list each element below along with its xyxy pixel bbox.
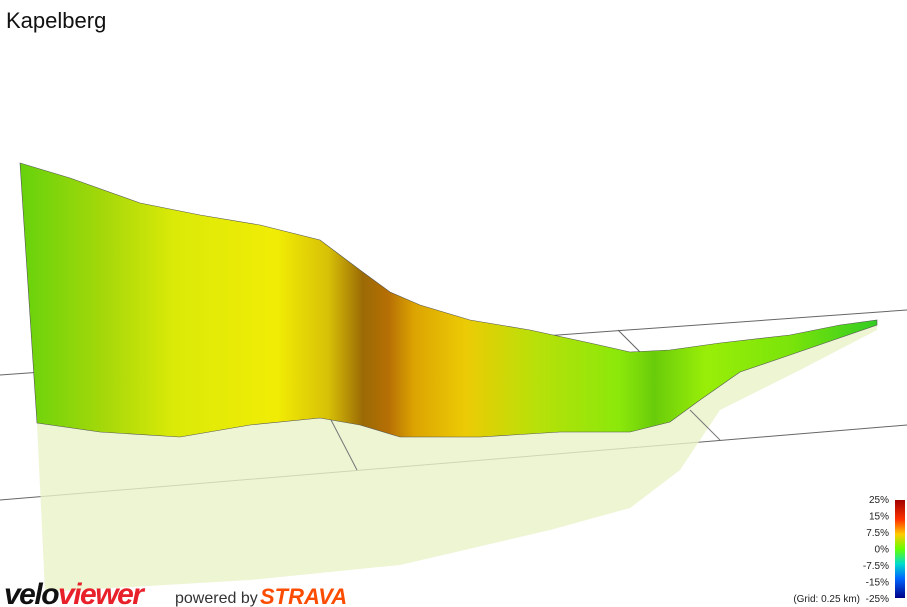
legend-label: -7.5%	[863, 561, 889, 572]
legend: 25% 15% 7.5% 0% -7.5% -15% -25%	[863, 495, 889, 605]
grid-line	[329, 417, 358, 471]
logo-viewer: viewer	[58, 578, 146, 607]
grid-note: (Grid: 0.25 km)	[793, 594, 860, 605]
logo: veloviewer	[4, 578, 146, 607]
logo-velo: velo	[4, 578, 59, 607]
legend-label: 15%	[869, 512, 889, 523]
legend-label: 7.5%	[866, 528, 889, 539]
gradient-scale	[895, 500, 905, 598]
grid-line	[617, 329, 641, 353]
title: Kapelberg	[6, 8, 106, 33]
grid-line	[689, 409, 721, 441]
legend-label: -15%	[866, 578, 889, 589]
legend-label: -25%	[866, 594, 889, 605]
profile-shadow	[37, 325, 877, 592]
elevation-profile	[19, 162, 878, 438]
powered-by: powered by	[175, 590, 258, 607]
legend-label: 0%	[875, 545, 890, 556]
legend-label: 25%	[869, 495, 889, 506]
strava-logo: STRAVA	[260, 584, 347, 607]
